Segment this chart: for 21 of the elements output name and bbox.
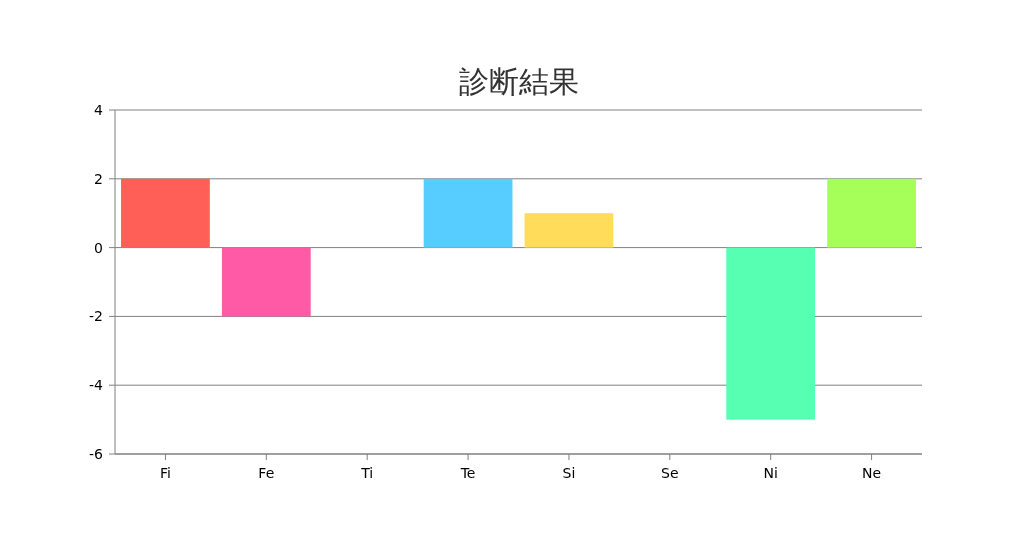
x-tick-label: Fi bbox=[159, 465, 171, 481]
bar bbox=[121, 178, 210, 248]
bar bbox=[423, 178, 513, 248]
bar bbox=[221, 247, 311, 317]
y-tick-label: -6 bbox=[89, 446, 104, 462]
x-tick-label: Ni bbox=[763, 465, 778, 481]
x-tick-label: Ti bbox=[360, 465, 374, 481]
bar bbox=[827, 178, 916, 248]
y-tick-label: 4 bbox=[94, 102, 104, 118]
bar bbox=[726, 247, 816, 420]
bar bbox=[524, 213, 614, 248]
x-tick-label: Te bbox=[459, 465, 476, 481]
y-tick-label: -4 bbox=[89, 377, 104, 394]
x-tick-label: Se bbox=[661, 465, 679, 481]
x-tick-label: Fe bbox=[258, 465, 275, 481]
y-tick-label: 2 bbox=[94, 170, 103, 187]
x-tick-label: Si bbox=[562, 465, 576, 481]
y-tick-label: 0 bbox=[94, 239, 103, 256]
x-tick-label: Ne bbox=[862, 465, 882, 481]
chart-title: 診断結果 bbox=[458, 64, 579, 99]
y-tick-label: -2 bbox=[89, 308, 103, 325]
